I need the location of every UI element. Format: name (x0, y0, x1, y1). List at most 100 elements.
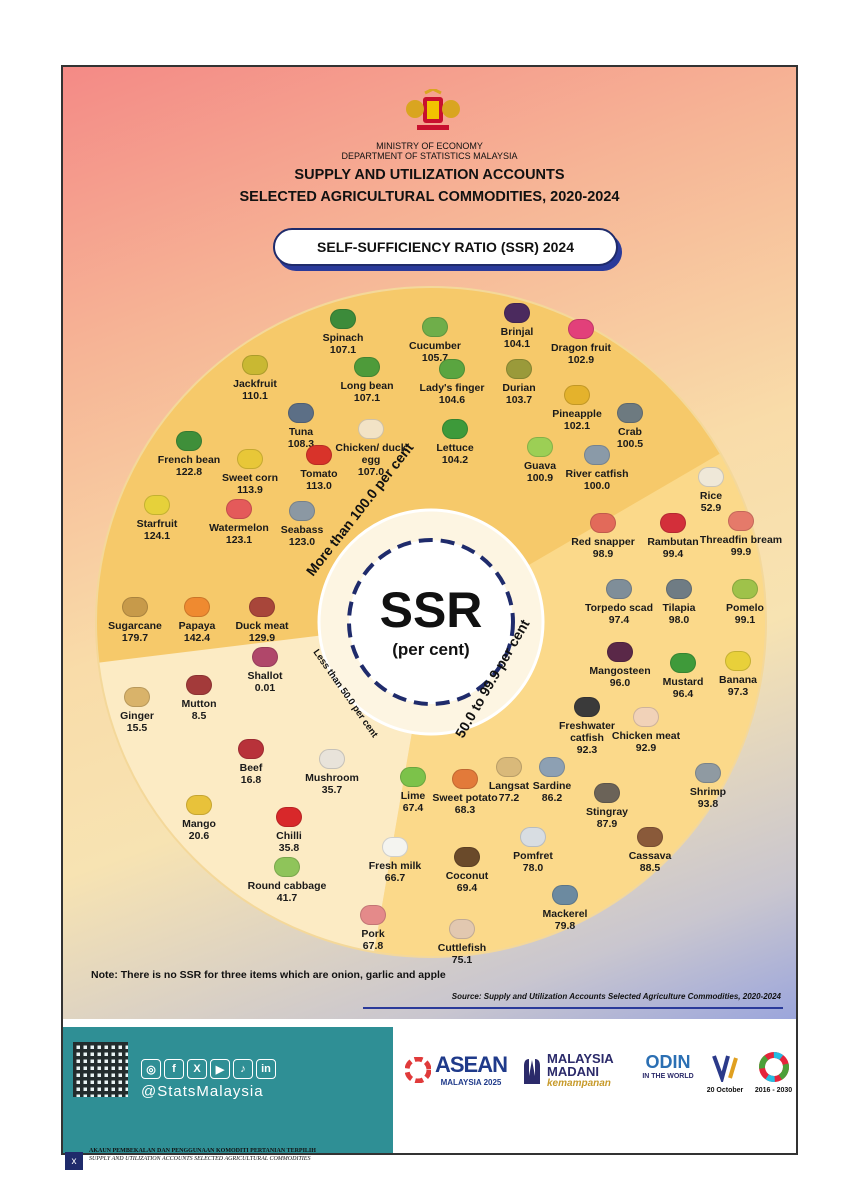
commodity-name: Mangosteen (589, 665, 651, 677)
footer-title-en: SUPPLY AND UTILIZATION ACCOUNTS SELECTED… (89, 1156, 311, 1162)
commodity-image-icon (584, 445, 610, 465)
commodity-image-icon (564, 385, 590, 405)
commodity-watermelon: Watermelon 123.1 (197, 499, 281, 546)
title-line-2: SELECTED AGRICULTURAL COMMODITIES, 2020-… (239, 189, 620, 205)
commodity-image-icon (520, 827, 546, 847)
commodity-dragon-fruit: Dragon fruit 102.9 (539, 319, 623, 366)
commodity-name: Mango (182, 818, 216, 830)
commodity-ssr-value: 122.8 (175, 466, 203, 478)
commodity-name: Sugarcane (108, 620, 162, 632)
commodity-ssr-value: 98.0 (668, 614, 690, 626)
commodity-red-snapper: Red snapper 98.9 (561, 513, 645, 560)
commodity-name: Tilapia (662, 602, 696, 614)
commodity-lettuce: Lettuce 104.2 (413, 419, 497, 466)
commodity-tuna: Tuna 108.3 (259, 403, 343, 450)
commodity-ssr-value: 104.2 (441, 454, 469, 466)
commodity-image-icon (504, 303, 530, 323)
commodity-ssr-value: 67.8 (362, 940, 384, 952)
commodity-name: Pineapple (552, 408, 602, 420)
commodity-durian: Durian 103.7 (477, 359, 561, 406)
commodity-image-icon (670, 653, 696, 673)
commodity-name: Beef (239, 762, 263, 774)
page-footer: x AKAUN PEMBEKALAN DAN PENGGUNAAN KOMODI… (61, 1142, 361, 1172)
commodity-name: Sweet corn (221, 472, 279, 484)
commodity-image-icon (728, 511, 754, 531)
commodity-image-icon (590, 513, 616, 533)
commodity-ssr-value: 179.7 (121, 632, 149, 644)
commodity-ssr-value: 107.1 (353, 392, 381, 404)
commodity-name: Threadfin bream (699, 534, 783, 546)
commodity-image-icon (358, 419, 384, 439)
commodity-cuttlefish: Cuttlefish 75.1 (420, 919, 504, 966)
commodity-image-icon (574, 697, 600, 717)
commodity-name: Lime (400, 790, 426, 802)
commodity-ssr-value: 104.6 (438, 394, 466, 406)
commodity-image-icon (633, 707, 659, 727)
commodity-name: Cucumber (409, 340, 461, 352)
commodity-papaya: Papaya 142.4 (155, 597, 239, 644)
commodity-image-icon (594, 783, 620, 803)
commodity-beef: Beef 16.8 (209, 739, 293, 786)
commodity-sugarcane: Sugarcane 179.7 (93, 597, 177, 644)
commodity-mango: Mango 20.6 (157, 795, 241, 842)
commodity-image-icon (360, 905, 386, 925)
commodity-mustard: Mustard 96.4 (641, 653, 725, 700)
commodity-name: Coconut (445, 870, 489, 882)
commodity-freshwater-catfish: Freshwater catfish 92.3 (545, 697, 629, 756)
linkedin-icon[interactable]: in (256, 1059, 276, 1079)
commodity-ssr-value: 93.8 (697, 798, 719, 810)
commodity-rambutan: Rambutan 99.4 (631, 513, 715, 560)
commodity-ssr-value: 110.1 (242, 390, 268, 402)
commodity-ssr-value: 67.4 (402, 802, 424, 814)
commodity-image-icon (539, 757, 565, 777)
commodity-image-icon (184, 597, 210, 617)
commodity-image-icon (422, 317, 448, 337)
tiktok-icon[interactable]: ♪ (233, 1059, 253, 1079)
commodity-image-icon (607, 642, 633, 662)
qr-code-icon[interactable] (73, 1042, 128, 1097)
commodity-name: Red snapper (571, 536, 635, 548)
commodity-ssr-value: 79.8 (554, 920, 576, 932)
commodity-ssr-value: 108.3 (287, 438, 315, 450)
commodity-image-icon (452, 769, 478, 789)
commodity-name: Pork (361, 928, 385, 940)
commodity-image-icon (226, 499, 252, 519)
commodity-ssr-value: 35.8 (278, 842, 300, 854)
commodity-image-icon (274, 857, 300, 877)
commodity-image-icon (442, 419, 468, 439)
commodity-image-icon (449, 919, 475, 939)
source-text: Source: Supply and Utilization Accounts … (451, 992, 781, 1001)
commodity-ssr-value: 87.9 (596, 818, 618, 830)
commodity-ssr-value: 66.7 (384, 872, 406, 884)
commodity-ssr-value: 102.1 (563, 420, 591, 432)
commodity-name: River catfish (565, 468, 629, 480)
youtube-icon[interactable]: ▶ (210, 1059, 230, 1079)
sdg-wheel-logo: 2016 - 2030 (751, 1052, 796, 1094)
commodity-ssr-value: 113.9 (237, 484, 263, 496)
commodity-image-icon (552, 885, 578, 905)
commodity-name: French bean (157, 454, 221, 466)
commodity-name: Sweet potato (432, 792, 498, 804)
facebook-icon[interactable]: f (164, 1059, 184, 1079)
instagram-icon[interactable]: ◎ (141, 1059, 161, 1079)
commodity-pomelo: Pomelo 99.1 (703, 579, 787, 626)
commodity-shallot: Shallot 0.01 (223, 647, 307, 694)
commodity-image-icon (725, 651, 751, 671)
commodity-name: Duck meat (235, 620, 289, 632)
commodity-ssr-value: 92.9 (635, 742, 657, 754)
commodity-image-icon (666, 579, 692, 599)
commodity-sweet-corn: Sweet corn 113.9 (208, 449, 292, 496)
social-handle[interactable]: @StatsMalaysia (141, 1083, 264, 1100)
commodity-ssr-value: 129.9 (248, 632, 276, 644)
commodity-name: Spinach (322, 332, 364, 344)
commodity-name: Banana (719, 674, 757, 686)
x-icon[interactable]: X (187, 1059, 207, 1079)
ssr-title-pill: SELF-SUFFICIENCY RATIO (SSR) 2024 (273, 228, 618, 266)
commodity-image-icon (249, 597, 275, 617)
commodity-name: Chicken meat (611, 730, 681, 742)
commodity-ssr-value: 86.2 (541, 792, 563, 804)
commodity-cassava: Cassava 88.5 (608, 827, 692, 874)
commodity-ssr-value: 69.4 (456, 882, 478, 894)
commodity-shrimp: Shrimp 93.8 (666, 763, 750, 810)
commodity-ssr-value: 16.8 (240, 774, 262, 786)
